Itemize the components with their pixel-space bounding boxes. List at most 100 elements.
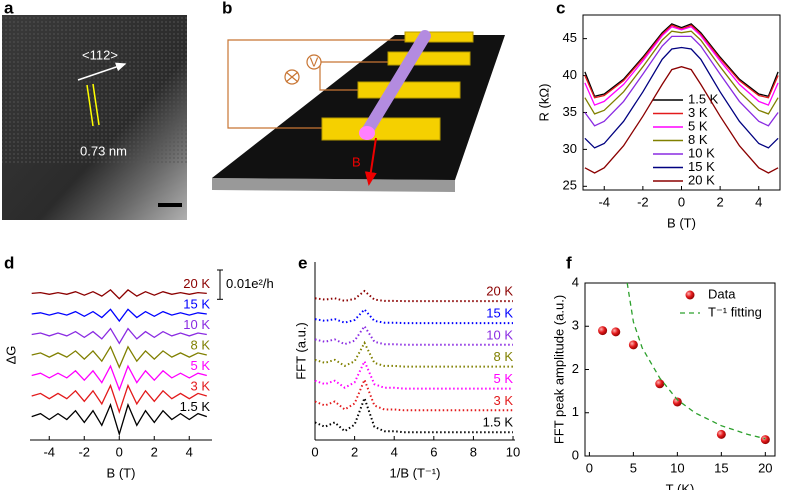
field-label: B (352, 154, 361, 169)
x-tick-label: 2 (151, 444, 158, 459)
x-tick-label: 10 (670, 460, 684, 475)
data-point (655, 379, 665, 389)
series-line (584, 30, 779, 115)
y-tick-label: 1 (572, 404, 579, 419)
x-tick-label: 2 (351, 444, 358, 459)
series-line (31, 364, 207, 392)
panel-a: a <112> 0.73 nm (2, 0, 187, 220)
series-line (314, 289, 513, 303)
legend-label: 20 K (688, 172, 715, 187)
x-tick-label: -2 (637, 194, 649, 209)
voltmeter-label: V (310, 54, 319, 69)
series-line (626, 282, 766, 440)
x-tick-label: 4 (186, 444, 193, 459)
series-label: 5 K (493, 371, 513, 386)
series-label: 8 K (190, 337, 210, 352)
series-line (31, 289, 207, 300)
fringe-line (86, 84, 94, 127)
x-tick-label: 10 (506, 444, 520, 459)
series-line (31, 327, 207, 345)
y-tick-label: 2 (572, 361, 579, 376)
panel-letter: b (222, 0, 232, 17)
panel-letter: f (566, 253, 572, 272)
data-point (672, 397, 682, 407)
series-line (584, 46, 779, 149)
y-axis-label: FFT peak amplitude (a.u.) (551, 295, 566, 444)
y-axis-label: R (kΩ) (536, 84, 551, 122)
x-tick-label: 20 (758, 460, 772, 475)
series-line (314, 324, 513, 346)
x-tick-label: 5 (630, 460, 637, 475)
y-tick-label: 25 (563, 178, 577, 193)
x-tick-label: 2 (717, 194, 724, 209)
series-line (584, 66, 779, 174)
scale-bar-label: 0.01e²/h (226, 276, 274, 291)
nanowire (362, 30, 431, 136)
direction-arrow (77, 62, 127, 81)
series-line (31, 383, 207, 414)
x-tick-label: 0 (116, 444, 123, 459)
field-arrow (364, 137, 377, 186)
data-point (598, 326, 608, 336)
x-tick-label: 0 (311, 444, 318, 459)
series-line (31, 308, 207, 323)
data-point (611, 327, 621, 337)
series-label: 20 K (183, 276, 210, 291)
y-axis-label: ΔG (3, 346, 18, 365)
panel-b: b V B (212, 0, 505, 192)
legend-label: Data (708, 286, 736, 301)
series-label: 5 K (190, 358, 210, 373)
series-label: 3 K (493, 393, 513, 408)
legend-label: T⁻¹ fitting (708, 304, 762, 319)
x-tick-label: 0 (678, 194, 685, 209)
series-label: 10 K (486, 327, 513, 342)
series-label: 1.5 K (483, 415, 514, 430)
series-label: 10 K (183, 317, 210, 332)
series-line (584, 23, 779, 97)
y-tick-label: 40 (563, 67, 577, 82)
series-line (314, 358, 513, 390)
series-line (31, 345, 207, 369)
x-tick-label: 15 (714, 460, 728, 475)
legend-label: 8 K (688, 132, 708, 147)
y-tick-label: 30 (563, 141, 577, 156)
series-label: 1.5 K (180, 399, 211, 414)
x-axis-label: 1/B (T⁻¹) (390, 465, 441, 480)
panel-letter: e (298, 253, 307, 272)
y-tick-label: 3 (572, 318, 579, 333)
x-tick-label: 8 (470, 444, 477, 459)
series-line (584, 24, 779, 99)
x-axis-label: B (T) (667, 215, 696, 230)
y-tick-label: 35 (563, 104, 577, 119)
substrate-side (212, 178, 455, 192)
data-point (628, 340, 638, 350)
legend-label: 5 K (688, 118, 708, 133)
x-tick-label: -4 (43, 444, 55, 459)
scale-bar (158, 203, 182, 207)
x-tick-label: -2 (78, 444, 90, 459)
series-line (584, 35, 779, 127)
y-axis-label: FFT (a.u.) (293, 322, 308, 380)
direction-label: <112> (82, 47, 118, 62)
series-label: 8 K (493, 349, 513, 364)
legend-label: 1.5 K (688, 91, 719, 106)
y-tick-label: 0 (572, 447, 579, 462)
spacing-label: 0.73 nm (80, 143, 127, 158)
series-label: 20 K (486, 284, 513, 299)
data-point (760, 435, 770, 445)
series-line (584, 26, 779, 106)
x-axis-label: B (T) (107, 465, 136, 480)
x-axis-label: T (K) (666, 481, 695, 490)
x-tick-label: -4 (598, 194, 610, 209)
series-line (31, 402, 208, 437)
y-tick-label: 45 (563, 30, 577, 45)
series-label: 3 K (190, 378, 210, 393)
series-line (314, 377, 513, 412)
series-label: 15 K (486, 306, 513, 321)
substrate (212, 35, 505, 180)
series-line (314, 308, 513, 325)
legend-label: 15 K (688, 159, 715, 174)
panel-letter: c (556, 0, 565, 17)
x-tick-label: 6 (430, 444, 437, 459)
